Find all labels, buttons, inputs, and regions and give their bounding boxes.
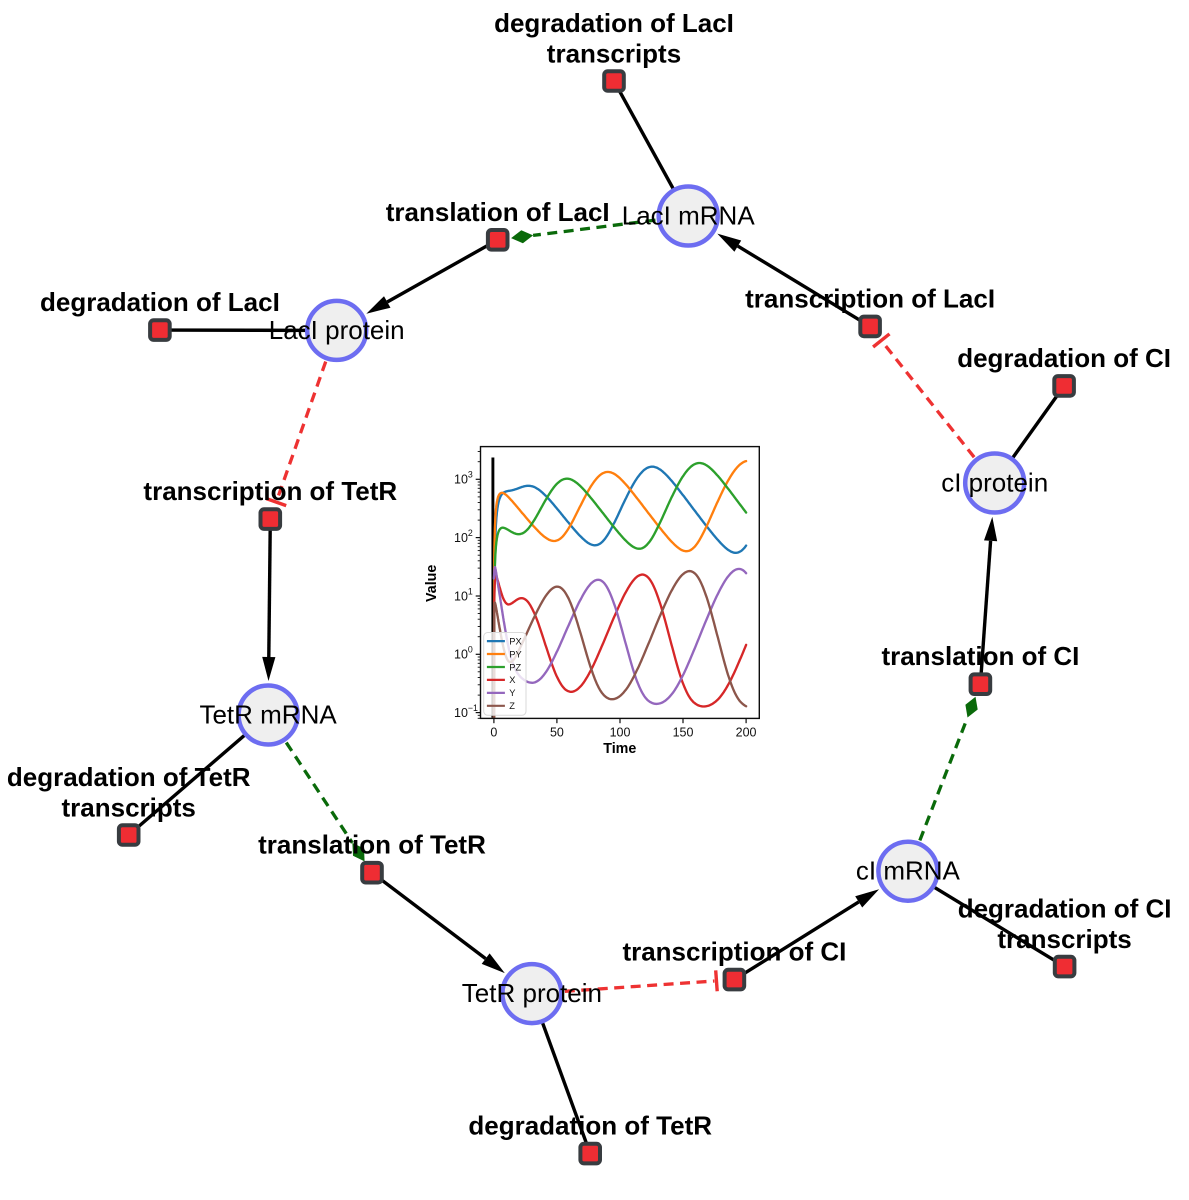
svg-text:translation of CI: translation of CI [881,641,1079,671]
svg-text:PX: PX [509,636,521,646]
svg-text:50: 50 [550,726,564,740]
svg-text:degradation of LacI: degradation of LacI [40,287,280,317]
svg-text:translation of LacI: translation of LacI [386,197,610,227]
svg-text:Z: Z [509,701,515,711]
svg-text:degradation of TetR: degradation of TetR [7,762,251,792]
svg-text:150: 150 [673,726,694,740]
svg-text:transcripts: transcripts [62,792,196,822]
svg-text:degradation of CI: degradation of CI [958,894,1172,924]
svg-text:degradation of TetR: degradation of TetR [468,1111,712,1141]
svg-text:TetR mRNA: TetR mRNA [199,700,337,730]
svg-text:cI protein: cI protein [941,468,1048,498]
svg-text:PZ: PZ [509,662,521,672]
svg-text:degradation of LacI: degradation of LacI [494,8,734,38]
svg-text:transcripts: transcripts [997,924,1131,954]
svg-text:LacI protein: LacI protein [269,315,405,345]
svg-text:transcription of LacI: transcription of LacI [745,283,995,313]
svg-text:transcription of CI: transcription of CI [622,937,846,967]
svg-text:Value: Value [424,565,440,602]
svg-text:PY: PY [509,649,521,659]
svg-text:TetR protein: TetR protein [462,978,602,1008]
svg-text:degradation of CI: degradation of CI [957,343,1171,373]
svg-text:transcription of TetR: transcription of TetR [143,476,397,506]
svg-text:Y: Y [509,688,515,698]
svg-text:Time: Time [603,741,636,757]
svg-text:100: 100 [610,726,631,740]
svg-text:cI mRNA: cI mRNA [856,856,961,886]
svg-text:LacI mRNA: LacI mRNA [622,201,756,231]
svg-text:0: 0 [490,726,497,740]
svg-text:translation of TetR: translation of TetR [258,830,486,860]
svg-text:transcripts: transcripts [547,38,681,68]
svg-text:200: 200 [736,726,757,740]
svg-text:X: X [509,675,515,685]
